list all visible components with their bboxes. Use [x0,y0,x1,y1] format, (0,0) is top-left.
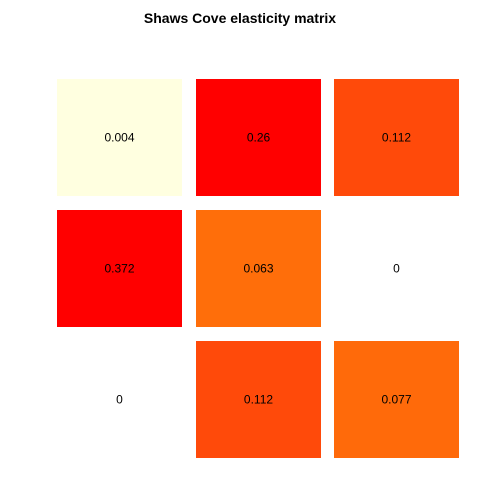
cell-label-r2-c2: 0.063 [243,262,273,276]
cell-label-r1-c2: 0.26 [247,131,271,145]
heatmap-cell-r2-c2 [196,210,321,327]
heatmap-cell-r3-c3 [334,341,459,458]
cell-label-r1-c1: 0.004 [104,131,134,145]
heatmap-cell-r3-c2 [196,341,321,458]
heatmap-cells [57,79,459,458]
cell-label-r2-c3: 0 [393,262,400,276]
heatmap-cell-r2-c1 [57,210,182,327]
cell-label-r2-c1: 0.372 [104,262,134,276]
cell-label-r3-c3: 0.077 [381,393,411,407]
cell-label-r3-c2: 0.112 [244,393,273,407]
chart-title: Shaws Cove elasticity matrix [144,10,336,26]
heatmap-cell-labels: 0.004 0.26 0.112 0.372 0.063 0 0 0.112 0.077 [104,131,411,407]
heatmap-cell-r1-c2 [196,79,321,196]
heatmap-cell-r3-c1 [57,341,182,458]
heatmap-cell-r1-c3 [334,79,459,196]
heatmap-cell-r1-c1 [57,79,182,196]
cell-label-r1-c3: 0.112 [382,131,411,145]
heatmap-cell-r2-c3 [334,210,459,327]
cell-label-r3-c1: 0 [116,393,123,407]
